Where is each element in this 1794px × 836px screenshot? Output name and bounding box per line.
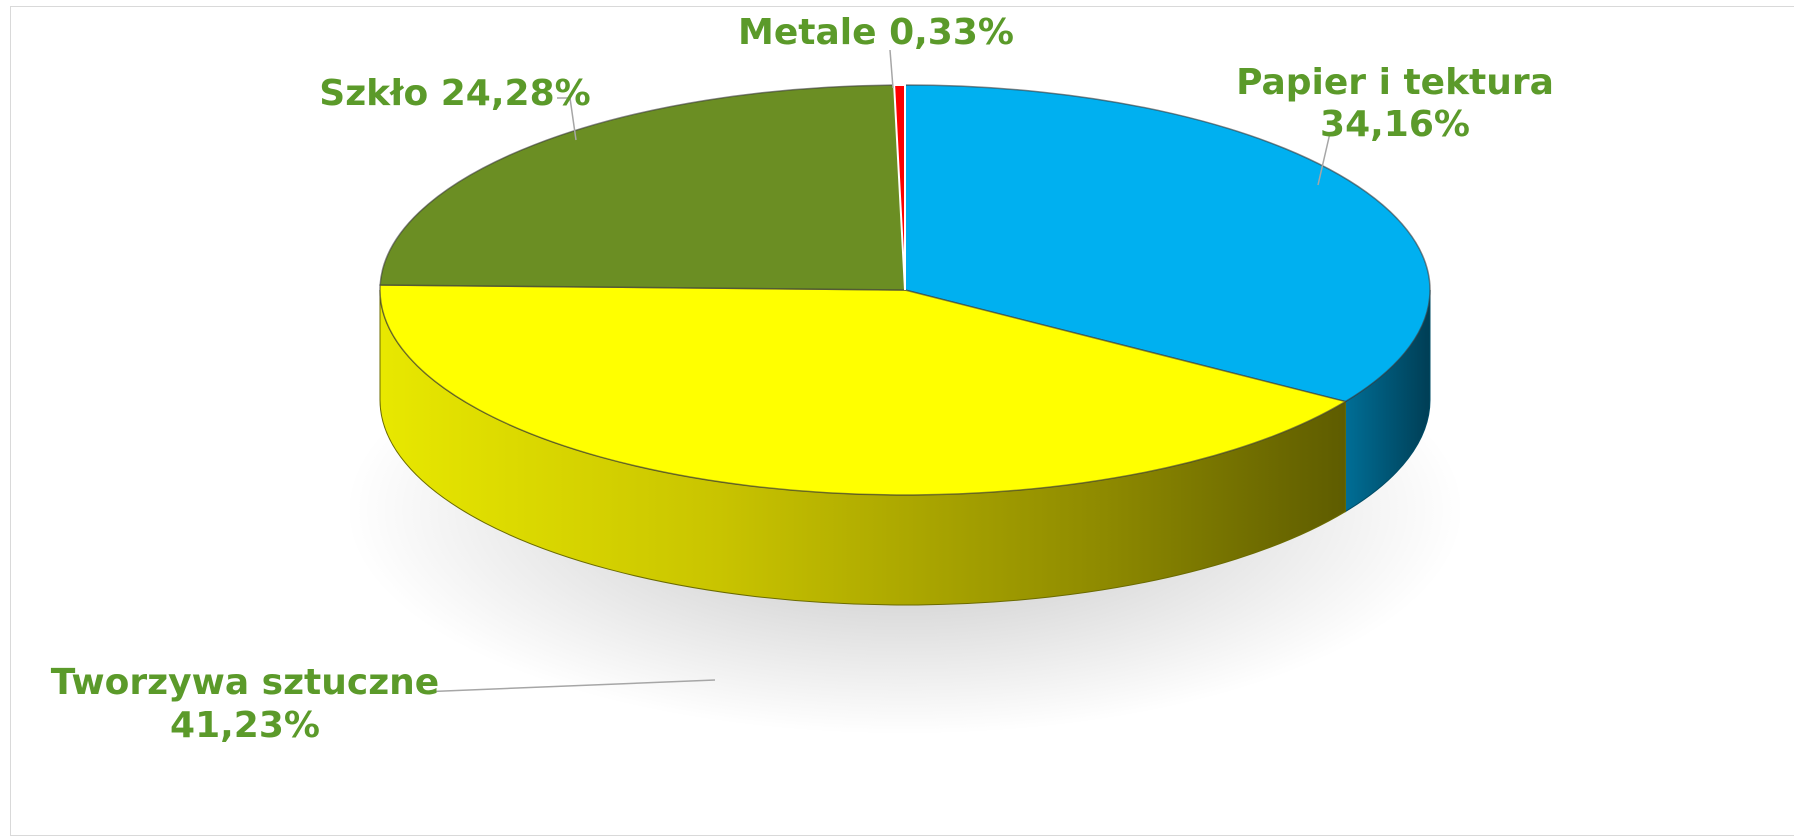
pie-slice-szkło[interactable] bbox=[379, 84, 906, 291]
pie-slice-papier-i-tektura[interactable] bbox=[904, 84, 1431, 403]
data-label-line: Szkło 24,28% bbox=[319, 73, 590, 114]
data-label-szkło: Szkło 24,28% bbox=[319, 73, 590, 114]
pie-chart: Papier i tektura 34,16% Tworzywa sztuczne 4… bbox=[51, 12, 1554, 746]
leader-line-metale bbox=[889, 49, 894, 89]
pie-slice-metale[interactable] bbox=[893, 83, 906, 291]
data-label-papier-i-tektura: Papier i tektura 34,16% bbox=[1236, 62, 1554, 145]
leader-line-papier-i-tektura bbox=[1317, 132, 1331, 186]
leader-line-tworzywa-sztuczne bbox=[419, 679, 716, 693]
pie-slice-tworzywa-sztuczne[interactable] bbox=[379, 284, 1348, 496]
data-label-line: Metale 0,33% bbox=[738, 12, 1014, 53]
data-label-line: 34,16% bbox=[1320, 104, 1470, 145]
data-label-tworzywa-sztuczne: Tworzywa sztuczne 41,23% bbox=[51, 662, 439, 746]
data-label-line: Papier i tektura bbox=[1236, 62, 1554, 103]
data-label-line: 41,23% bbox=[170, 705, 320, 746]
data-label-metale: Metale 0,33% bbox=[738, 12, 1014, 53]
leader-line-szkło bbox=[557, 97, 577, 141]
data-label-line: Tworzywa sztuczne bbox=[51, 662, 439, 703]
